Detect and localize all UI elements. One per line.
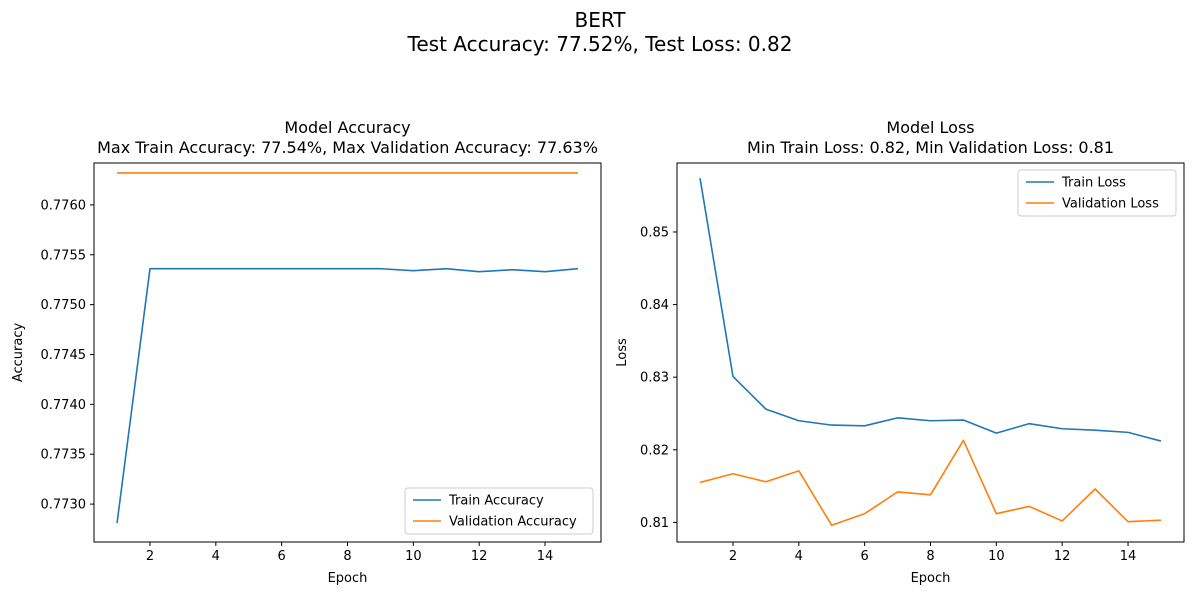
chart1-xtick-label: 12 xyxy=(471,549,488,564)
chart2-ytick-label: 0.84 xyxy=(640,298,669,313)
chart1-xlabel: Epoch xyxy=(328,571,368,586)
chart2-xtick-label: 4 xyxy=(795,549,803,564)
chart2-title: Model Loss xyxy=(886,118,974,137)
chart2-xlabel: Epoch xyxy=(911,571,951,586)
chart2-plot-frame xyxy=(676,162,1185,543)
chart2-series-line-1 xyxy=(699,178,1162,442)
chart2-xtick-label: 2 xyxy=(729,549,737,564)
chart1-series-line-1 xyxy=(116,267,579,524)
chart1-ytick-label: 0.7730 xyxy=(41,498,87,513)
chart1-ytick-label: 0.7735 xyxy=(41,448,87,463)
chart1-xtick-label: 2 xyxy=(146,549,154,564)
chart2-series-line-2 xyxy=(699,439,1161,527)
chart2-legend-box xyxy=(1017,169,1177,217)
chart1-xtick-label: 14 xyxy=(537,549,554,564)
chart2-legend-label-1: Train Loss xyxy=(1061,176,1126,191)
figure-title-line2: Test Accuracy: 77.52%, Test Loss: 0.82 xyxy=(407,32,793,56)
chart1-xtick-label: 8 xyxy=(343,549,351,564)
chart2-xtick-label: 10 xyxy=(988,549,1005,564)
chart1-legend-label-1: Train Accuracy xyxy=(448,494,544,509)
chart2-ytick-label: 0.81 xyxy=(640,516,669,531)
chart1-subtitle: Max Train Accuracy: 77.54%, Max Validati… xyxy=(97,138,598,157)
chart2-xtick-label: 6 xyxy=(861,549,869,564)
chart1-xtick-label: 4 xyxy=(212,549,220,564)
chart2-subtitle: Min Train Loss: 0.82, Min Validation Los… xyxy=(747,138,1114,157)
chart2-xtick-label: 12 xyxy=(1054,549,1071,564)
figure-title: BERT Test Accuracy: 77.52%, Test Loss: 0… xyxy=(0,8,1200,56)
figure-title-line1: BERT xyxy=(574,8,626,32)
chart2-ytick-label: 0.85 xyxy=(640,225,669,240)
chart1-xtick-label: 10 xyxy=(405,549,422,564)
chart2-ytick-label: 0.83 xyxy=(640,371,669,386)
chart1-ytick-label: 0.7745 xyxy=(41,348,87,363)
chart2-legend-label-2: Validation Loss xyxy=(1062,197,1159,212)
chart1-title: Model Accuracy xyxy=(284,118,410,137)
chart2-ytick-label: 0.82 xyxy=(640,443,669,458)
chart1-plot-frame xyxy=(93,162,602,543)
chart2-xtick-label: 8 xyxy=(926,549,934,564)
chart1-legend-label-2: Validation Accuracy xyxy=(449,515,577,530)
chart1-legend-box xyxy=(404,487,594,535)
chart2-ylabel: Loss xyxy=(615,338,630,367)
chart1-ytick-label: 0.7760 xyxy=(41,198,87,213)
chart1-ytick-label: 0.7740 xyxy=(41,398,87,413)
chart1-ylabel: Accuracy xyxy=(11,323,26,383)
chart1-ytick-label: 0.7755 xyxy=(41,248,87,263)
chart1-xtick-label: 6 xyxy=(278,549,286,564)
chart2-xtick-label: 14 xyxy=(1120,549,1137,564)
chart1-ytick-label: 0.7750 xyxy=(41,298,87,313)
